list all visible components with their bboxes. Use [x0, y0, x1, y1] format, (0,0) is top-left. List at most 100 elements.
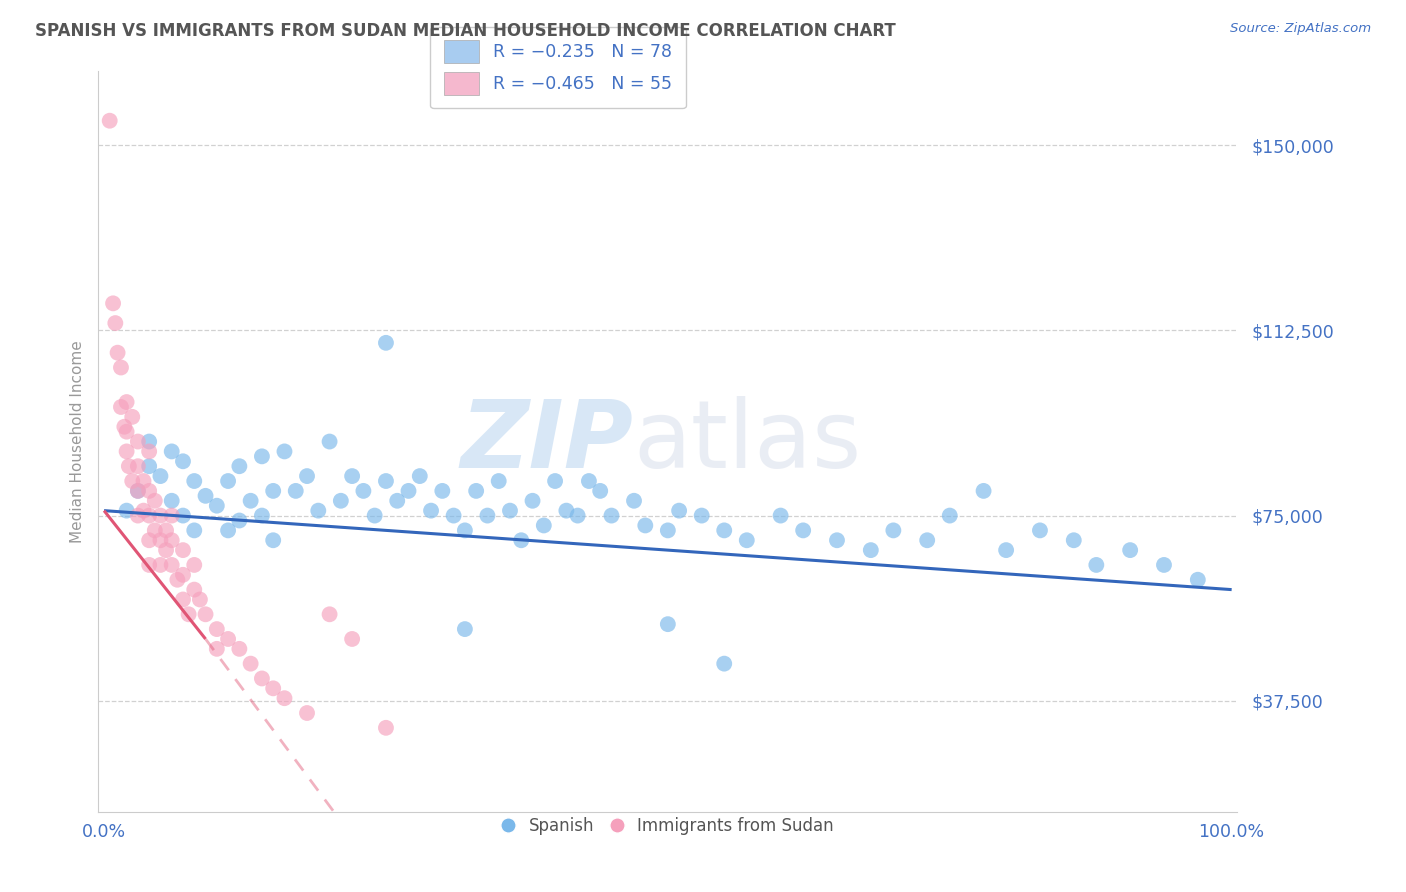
- Point: [138, 483, 160, 498]
- Point: [143, 524, 166, 538]
- Point: [432, 483, 454, 498]
- Point: [329, 493, 352, 508]
- Point: [194, 489, 217, 503]
- Point: [555, 503, 578, 517]
- Point: [101, 296, 124, 310]
- Point: [205, 499, 228, 513]
- Point: [149, 558, 172, 572]
- Text: SPANISH VS IMMIGRANTS FROM SUDAN MEDIAN HOUSEHOLD INCOME CORRELATION CHART: SPANISH VS IMMIGRANTS FROM SUDAN MEDIAN …: [35, 22, 896, 40]
- Point: [668, 503, 690, 517]
- Point: [155, 524, 177, 538]
- Point: [634, 518, 657, 533]
- Point: [340, 469, 363, 483]
- Point: [239, 657, 262, 671]
- Point: [172, 454, 194, 468]
- Point: [375, 335, 398, 350]
- Point: [938, 508, 960, 523]
- Point: [127, 483, 149, 498]
- Point: [713, 657, 735, 671]
- Point: [589, 483, 612, 498]
- Point: [228, 641, 250, 656]
- Point: [477, 508, 499, 523]
- Point: [1187, 573, 1209, 587]
- Point: [465, 483, 488, 498]
- Point: [110, 400, 132, 414]
- Point: [318, 434, 340, 449]
- Point: [284, 483, 307, 498]
- Point: [155, 543, 177, 558]
- Point: [735, 533, 758, 548]
- Point: [115, 395, 138, 409]
- Point: [769, 508, 792, 523]
- Point: [149, 533, 172, 548]
- Text: Source: ZipAtlas.com: Source: ZipAtlas.com: [1230, 22, 1371, 36]
- Point: [690, 508, 713, 523]
- Point: [149, 508, 172, 523]
- Point: [160, 508, 183, 523]
- Point: [262, 483, 284, 498]
- Point: [273, 691, 295, 706]
- Point: [183, 558, 205, 572]
- Point: [454, 524, 477, 538]
- Point: [172, 567, 194, 582]
- Point: [239, 493, 262, 508]
- Point: [499, 503, 522, 517]
- Point: [915, 533, 938, 548]
- Point: [183, 582, 205, 597]
- Point: [657, 617, 679, 632]
- Point: [859, 543, 882, 558]
- Point: [172, 508, 194, 523]
- Point: [1085, 558, 1108, 572]
- Point: [657, 524, 679, 538]
- Point: [115, 444, 138, 458]
- Point: [454, 622, 477, 636]
- Point: [132, 503, 155, 517]
- Point: [149, 469, 172, 483]
- Point: [544, 474, 567, 488]
- Point: [398, 483, 420, 498]
- Point: [1153, 558, 1175, 572]
- Point: [623, 493, 645, 508]
- Point: [995, 543, 1018, 558]
- Point: [295, 706, 318, 720]
- Point: [160, 493, 183, 508]
- Point: [510, 533, 533, 548]
- Text: ZIP: ZIP: [461, 395, 634, 488]
- Point: [262, 681, 284, 696]
- Point: [166, 573, 188, 587]
- Point: [250, 508, 273, 523]
- Point: [132, 474, 155, 488]
- Point: [194, 607, 217, 622]
- Point: [115, 425, 138, 439]
- Point: [250, 450, 273, 464]
- Point: [825, 533, 848, 548]
- Point: [183, 524, 205, 538]
- Point: [1063, 533, 1085, 548]
- Point: [138, 444, 160, 458]
- Point: [217, 632, 239, 646]
- Point: [118, 459, 141, 474]
- Point: [107, 345, 129, 359]
- Point: [713, 524, 735, 538]
- Point: [110, 360, 132, 375]
- Point: [578, 474, 600, 488]
- Point: [228, 514, 250, 528]
- Point: [112, 419, 135, 434]
- Point: [1029, 524, 1052, 538]
- Text: atlas: atlas: [634, 395, 862, 488]
- Point: [138, 533, 160, 548]
- Point: [375, 721, 398, 735]
- Point: [127, 434, 149, 449]
- Point: [250, 672, 273, 686]
- Point: [115, 503, 138, 517]
- Point: [973, 483, 995, 498]
- Point: [172, 543, 194, 558]
- Point: [228, 459, 250, 474]
- Point: [127, 483, 149, 498]
- Point: [352, 483, 374, 498]
- Point: [143, 493, 166, 508]
- Point: [177, 607, 200, 622]
- Point: [160, 558, 183, 572]
- Point: [420, 503, 443, 517]
- Point: [567, 508, 589, 523]
